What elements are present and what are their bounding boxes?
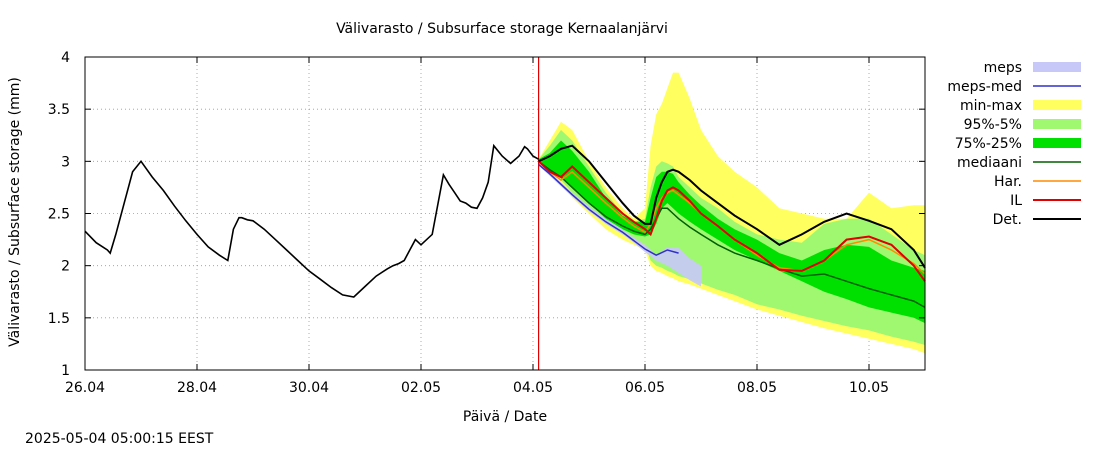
chart-title: Välivarasto / Subsurface storage Kernaal… <box>336 21 668 37</box>
y-tick-label: 1.5 <box>48 311 70 327</box>
legend-label-meps_med: meps-med <box>947 79 1022 95</box>
timestamp: 2025-05-04 05:00:15 EEST <box>25 431 214 447</box>
y-tick-label: 4 <box>61 50 70 66</box>
x-tick-label: 06.05 <box>625 380 665 396</box>
x-tick-label: 28.04 <box>177 380 217 396</box>
x-tick-label: 02.05 <box>401 380 441 396</box>
legend-label-meps: meps <box>984 60 1022 76</box>
y-tick-label: 3.5 <box>48 102 70 118</box>
legend-label-p95_5: 95%-5% <box>964 117 1022 133</box>
x-tick-label: 08.05 <box>737 380 777 396</box>
legend-swatch-p95_5 <box>1033 119 1081 129</box>
band-p75_25 <box>538 140 925 324</box>
line-meps-med <box>538 163 679 257</box>
legend-swatch-p75_25 <box>1033 138 1081 148</box>
x-tick-label: 04.05 <box>513 380 553 396</box>
y-tick-label: 3 <box>61 154 70 170</box>
y-tick-label: 2 <box>61 259 70 275</box>
legend-swatch-minmax <box>1033 100 1081 110</box>
legend-label-det: Det. <box>993 212 1022 228</box>
y-tick-label: 1 <box>61 363 70 379</box>
legend-label-il: IL <box>1010 193 1022 209</box>
x-axis-label: Päivä / Date <box>463 409 547 425</box>
legend: meps meps-med min-max 95%-5% 75%-25% mediaani… <box>947 60 1081 228</box>
x-tick-label: 26.04 <box>65 380 105 396</box>
legend-label-p75_25: 75%-25% <box>955 136 1022 152</box>
x-tick-label: 10.05 <box>849 380 889 396</box>
x-tick-label: 30.04 <box>289 380 329 396</box>
legend-swatch-meps <box>1033 62 1081 72</box>
line-har <box>538 160 926 275</box>
y-axis-ticks: 1 1.5 2 2.5 3 3.5 4 <box>48 50 925 379</box>
x-axis-ticks: 26.04 28.04 30.04 02.05 04.05 06.05 08.05 10.05 <box>65 57 889 396</box>
legend-label-har: Har. <box>994 174 1022 190</box>
legend-label-mediaani: mediaani <box>957 155 1022 171</box>
line-il <box>537 160 926 282</box>
legend-label-minmax: min-max <box>960 98 1022 114</box>
series-lines <box>84 57 926 370</box>
y-axis-label: Välivarasto / Subsurface storage (mm) <box>7 77 23 347</box>
line-mediaani <box>538 160 926 309</box>
band-meps <box>538 163 701 287</box>
line-observed <box>84 143 539 298</box>
line-det <box>538 144 926 269</box>
y-tick-label: 2.5 <box>48 207 70 223</box>
